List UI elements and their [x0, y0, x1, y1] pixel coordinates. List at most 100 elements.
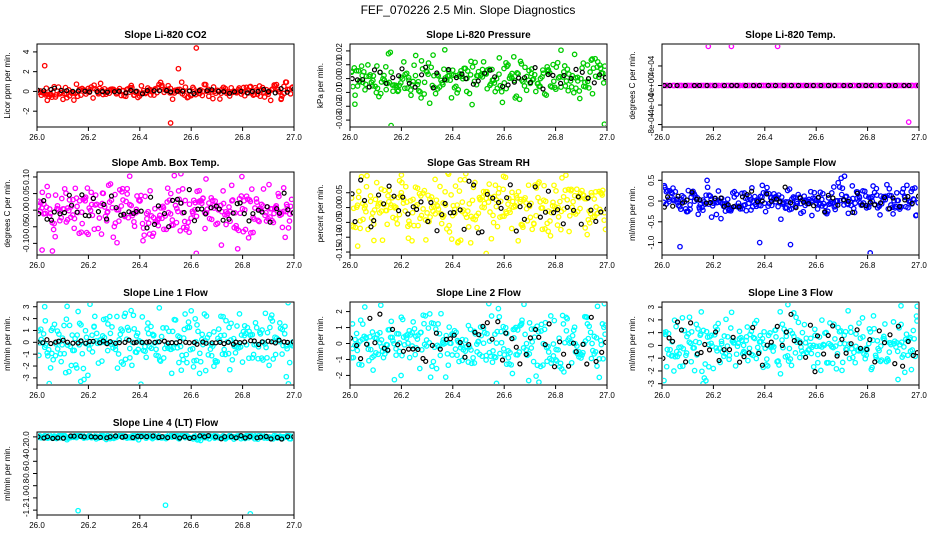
reference-point	[81, 434, 87, 440]
reference-point	[279, 436, 285, 442]
data-point	[186, 229, 192, 236]
data-point	[555, 346, 561, 353]
x-tick-label: 27.0	[286, 261, 302, 270]
y-tick-label: -0.05	[335, 213, 344, 232]
data-point	[200, 195, 206, 201]
data-point	[145, 320, 151, 326]
data-points	[663, 303, 918, 384]
data-point	[901, 369, 908, 376]
data-point	[45, 164, 49, 168]
reference-point	[461, 226, 467, 232]
reference-point	[144, 87, 150, 94]
data-point	[420, 206, 426, 212]
x-tick-label: 26.0	[654, 133, 670, 142]
reference-point	[400, 194, 406, 200]
x-tick-label: 26.0	[342, 391, 358, 400]
data-point	[353, 164, 357, 168]
reference-point	[138, 208, 144, 214]
data-point-outlier	[178, 173, 184, 177]
data-point	[509, 70, 515, 77]
y-axis-label: ml/min per min.	[628, 186, 637, 241]
data-point	[687, 201, 693, 208]
data-point	[456, 188, 463, 194]
data-point	[156, 305, 163, 311]
data-point-outlier	[841, 173, 848, 180]
x-tick-label: 26.2	[394, 391, 410, 400]
data-point	[773, 334, 779, 340]
reference-point	[712, 195, 718, 201]
data-point	[409, 329, 415, 336]
data-point	[786, 186, 793, 192]
data-point-outlier	[193, 250, 200, 254]
data-point	[500, 346, 507, 352]
reference-point	[768, 198, 774, 204]
data-point	[358, 63, 365, 69]
data-point	[50, 356, 57, 363]
data-point	[246, 355, 252, 362]
data-point	[663, 377, 667, 384]
data-point	[800, 350, 807, 357]
data-point-outlier	[354, 243, 361, 249]
data-point-outlier	[601, 121, 606, 126]
data-point	[680, 345, 687, 352]
data-point	[904, 182, 910, 189]
data-point	[395, 87, 402, 94]
data-point	[217, 96, 223, 102]
data-point	[266, 362, 272, 369]
data-point	[262, 310, 269, 317]
data-point	[116, 218, 122, 224]
y-tick-label: -1	[647, 354, 656, 362]
data-point	[78, 229, 85, 236]
data-point	[185, 319, 192, 325]
data-point	[406, 354, 413, 361]
data-point	[870, 313, 877, 319]
reference-point	[191, 218, 198, 224]
data-point	[704, 184, 711, 191]
data-point	[490, 212, 496, 219]
data-point	[112, 343, 119, 349]
reference-point	[276, 337, 282, 343]
reference-point	[820, 351, 827, 357]
reference-point	[58, 87, 64, 94]
y-tick-label: -0.05	[22, 217, 31, 236]
data-point	[559, 175, 565, 181]
reference-point	[395, 342, 401, 348]
reference-point	[95, 209, 102, 215]
reference-point	[479, 229, 485, 235]
data-point	[248, 186, 255, 192]
data-point	[139, 220, 146, 227]
data-point	[856, 194, 863, 201]
data-point	[709, 202, 716, 209]
reference-point	[807, 322, 814, 328]
data-point	[124, 191, 131, 197]
reference-point	[221, 89, 227, 95]
data-point	[361, 304, 368, 310]
reference-point	[886, 82, 892, 89]
reference-point	[259, 209, 265, 215]
reference-point	[731, 204, 737, 210]
data-point	[421, 320, 427, 327]
data-point	[188, 215, 194, 222]
data-point	[157, 358, 164, 364]
reference-point	[82, 88, 88, 94]
data-point	[272, 351, 279, 358]
data-point-outlier	[278, 96, 284, 103]
reference-point	[451, 332, 457, 338]
data-point	[777, 308, 784, 315]
data-point	[691, 367, 698, 374]
data-point	[541, 182, 547, 189]
y-tick-label: 3	[22, 304, 31, 309]
data-point	[526, 351, 533, 357]
data-point	[796, 354, 803, 361]
x-tick-label: 26.6	[496, 133, 512, 142]
data-point	[428, 64, 435, 71]
data-point	[565, 87, 572, 94]
reference-point	[410, 204, 416, 210]
data-point	[112, 346, 119, 353]
data-point	[91, 82, 97, 89]
data-point	[425, 60, 432, 66]
y-tick-label: 0.0	[647, 195, 656, 207]
data-point	[40, 331, 47, 337]
reference-point	[517, 204, 523, 210]
